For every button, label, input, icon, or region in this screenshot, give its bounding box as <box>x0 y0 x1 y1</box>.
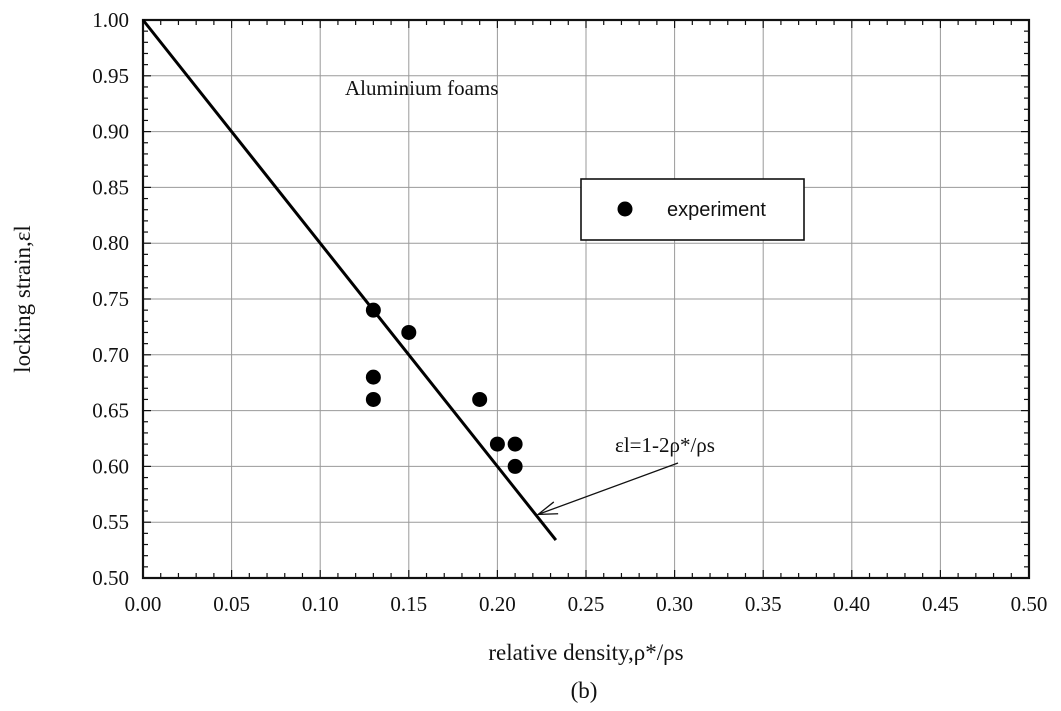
experiment-point <box>472 391 488 407</box>
y-axis-label: locking strain,εl <box>10 225 35 373</box>
y-tick-label: 0.80 <box>92 231 129 255</box>
x-tick-label: 0.10 <box>302 592 339 616</box>
experiment-point <box>365 302 381 318</box>
x-tick-label: 0.25 <box>568 592 605 616</box>
annotation-arrow-head <box>536 501 559 516</box>
x-tick-label: 0.05 <box>213 592 250 616</box>
grid <box>142 19 1030 579</box>
x-tick-label: 0.50 <box>1011 592 1048 616</box>
y-tick-label: 0.75 <box>92 287 129 311</box>
model-line <box>141 19 558 541</box>
y-tick-labels: 0.50 0.55 0.60 0.65 0.70 0.75 0.80 0.85 0.90 0.95… <box>92 8 129 590</box>
plot-frame <box>141 18 1031 580</box>
experiment-point <box>507 436 523 452</box>
legend: experiment <box>580 178 805 241</box>
annotation-aluminium-foams: Aluminium foams <box>345 76 498 100</box>
model-line-label: εl=1-2ρ*/ρs <box>615 433 715 457</box>
y-tick-label: 0.70 <box>92 343 129 367</box>
y-tick-label: 0.90 <box>92 120 129 144</box>
experiment-point <box>507 458 523 474</box>
y-tick-label: 0.95 <box>92 64 129 88</box>
experiment-point <box>489 436 505 452</box>
y-tick-label: 0.50 <box>92 566 129 590</box>
data-points <box>365 302 523 474</box>
legend-label: experiment <box>667 199 766 221</box>
y-tick-label: 0.60 <box>92 454 129 478</box>
experiment-point <box>365 369 381 385</box>
x-tick-label: 0.35 <box>745 592 782 616</box>
x-tick-labels: 0.00 0.05 0.10 0.15 0.20 0.25 0.30 0.35 0.40 0.45… <box>125 592 1048 616</box>
x-tick-label: 0.30 <box>656 592 693 616</box>
y-tick-label: 0.65 <box>92 399 129 423</box>
x-tick-label: 0.15 <box>390 592 427 616</box>
y-tick-label: 0.85 <box>92 175 129 199</box>
model-line-group <box>141 19 679 541</box>
experiment-point <box>401 324 417 340</box>
annotation-arrow <box>537 462 679 515</box>
x-tick-label: 0.00 <box>125 592 162 616</box>
x-tick-label: 0.45 <box>922 592 959 616</box>
figure-caption: (b) <box>571 678 598 703</box>
experiment-point <box>365 391 381 407</box>
x-tick-label: 0.20 <box>479 592 516 616</box>
x-axis-label: relative density,ρ*/ρs <box>488 640 683 665</box>
legend-marker <box>617 201 633 217</box>
y-tick-label: 0.55 <box>92 510 129 534</box>
x-tick-label: 0.40 <box>833 592 870 616</box>
y-tick-label: 1.00 <box>92 8 129 32</box>
